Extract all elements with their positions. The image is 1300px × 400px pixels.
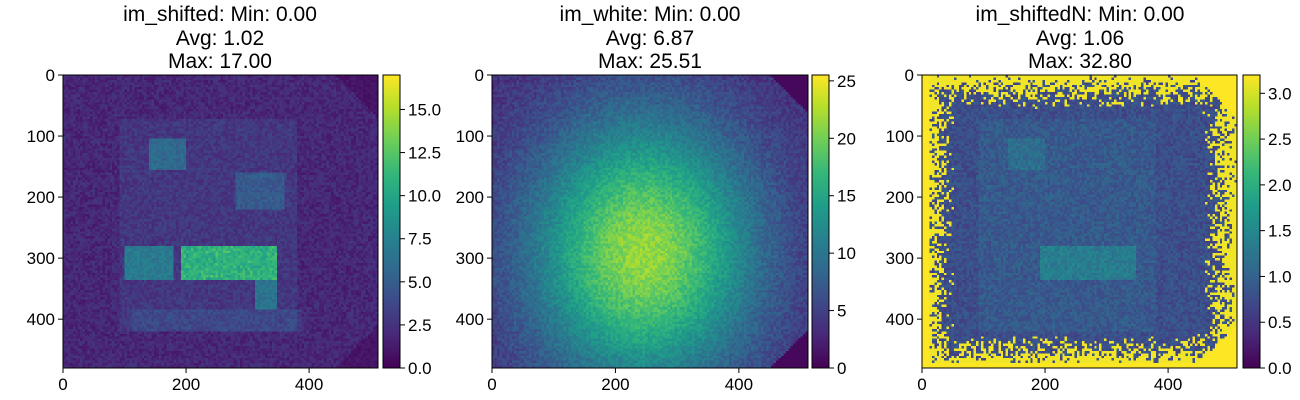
colorbar [382, 74, 401, 369]
y-tick-label: 200 [886, 188, 914, 207]
colorbar-tick-label: 2.5 [408, 316, 432, 335]
y-tick-label: 200 [456, 188, 484, 207]
axes-frame [921, 74, 1238, 369]
plots-layer: 0 200 40001002003004000.02.55.07.510.012.5… [27, 66, 1292, 394]
y-tick-label: 300 [456, 249, 484, 268]
panel-im-shiftedN: im_shiftedN: Min: 0.00 Avg: 1.06 Max: 32… [976, 3, 1185, 73]
y-tick-label: 300 [886, 249, 914, 268]
colorbar-tick-label: 1.0 [1268, 267, 1292, 286]
heatmap-image [922, 75, 1237, 368]
panel-title-line: Max: 25.51 [598, 50, 702, 73]
axes-1: 0 200 400 0 100 200 300 400 0 5 10 15 20 25 [456, 66, 856, 394]
y-tick-label: 0 [905, 66, 914, 85]
y-tick-label: 400 [886, 310, 914, 329]
colorbar-tick-label: 25 [837, 72, 856, 91]
colorbar-tick-label: 15 [837, 187, 856, 206]
x-tick-label: 400 [1154, 375, 1182, 394]
y-tick-label: 0 [475, 66, 484, 85]
colorbar-tick-label: 7.5 [408, 230, 432, 249]
colorbar-tick-label: 5 [837, 302, 846, 321]
colorbar-tick-label: 2.0 [1268, 176, 1292, 195]
panel-title-line: Avg: 1.06 [1036, 27, 1124, 50]
colorbar-tick-label: 1.5 [1268, 222, 1292, 241]
colorbar-tick-label: 0 [837, 359, 846, 378]
panel-title-line: im_shiftedN: Min: 0.00 [976, 3, 1185, 26]
colorbar-tick-label: 10 [837, 244, 856, 263]
y-tick-label: 100 [456, 127, 484, 146]
axes-frame [491, 74, 809, 369]
colorbar-tick-label: 0.0 [1268, 359, 1292, 378]
y-tick-label: 100 [27, 127, 55, 146]
y-tick-label: 100 [886, 127, 914, 146]
x-tick-label: 0 [58, 375, 67, 394]
y-tick-label: 400 [456, 310, 484, 329]
x-tick-label: 0 [917, 375, 926, 394]
y-tick-label: 0 [46, 66, 55, 85]
axes-2: 0 200 400 0 100 200 300 400 0.0 0.5 1.0 1.5 2.0 2.5 3.… [886, 66, 1292, 394]
panel-im-shifted: im_shifted: Min: 0.00 Avg: 1.02 Max: 17.… [123, 3, 317, 73]
panel-title-line: Max: 17.00 [168, 50, 272, 73]
colorbar-tick-label: 15.0 [408, 100, 441, 119]
colorbar-tick-label: 2.5 [1268, 130, 1292, 149]
panel-im-white: im_white: Min: 0.00 Avg: 6.87 Max: 25.51 [560, 3, 741, 73]
colorbar-tick-label: 10.0 [408, 187, 441, 206]
colorbar-tick-label: 0.0 [408, 359, 432, 378]
x-tick-label: 0 [487, 375, 496, 394]
colorbar-tick-label: 0.5 [1268, 313, 1292, 332]
x-tick-label: 200 [601, 375, 629, 394]
colorbar [1242, 74, 1261, 369]
heatmap-image [492, 75, 808, 368]
colorbar-tick-label: 20 [837, 129, 856, 148]
y-tick-label: 400 [27, 310, 55, 329]
x-tick-label: 400 [295, 375, 323, 394]
panel-title-line: Avg: 1.02 [176, 27, 264, 50]
axes-frame [62, 74, 379, 369]
colorbar-tick-label: 3.0 [1268, 84, 1292, 103]
x-tick-label: 200 [172, 375, 200, 394]
x-tick-label: 200 [1031, 375, 1059, 394]
colorbar [811, 74, 830, 369]
panel-title-line: im_shifted: Min: 0.00 [123, 3, 317, 26]
y-tick-label: 200 [27, 188, 55, 207]
heatmap-image [63, 75, 378, 368]
colorbar-tick-label: 5.0 [408, 273, 432, 292]
axes-0: 0 200 400 0 100 200 300 400 0.0 2.5 5.0 7.5 10.0 12.5… [27, 66, 441, 394]
colorbar-tick-label: 12.5 [408, 144, 441, 163]
panel-title-line: im_white: Min: 0.00 [560, 3, 741, 26]
panel-title-line: Max: 32.80 [1028, 50, 1132, 73]
panel-title-line: Avg: 6.87 [606, 27, 694, 50]
x-tick-label: 400 [725, 375, 753, 394]
y-tick-label: 300 [27, 249, 55, 268]
